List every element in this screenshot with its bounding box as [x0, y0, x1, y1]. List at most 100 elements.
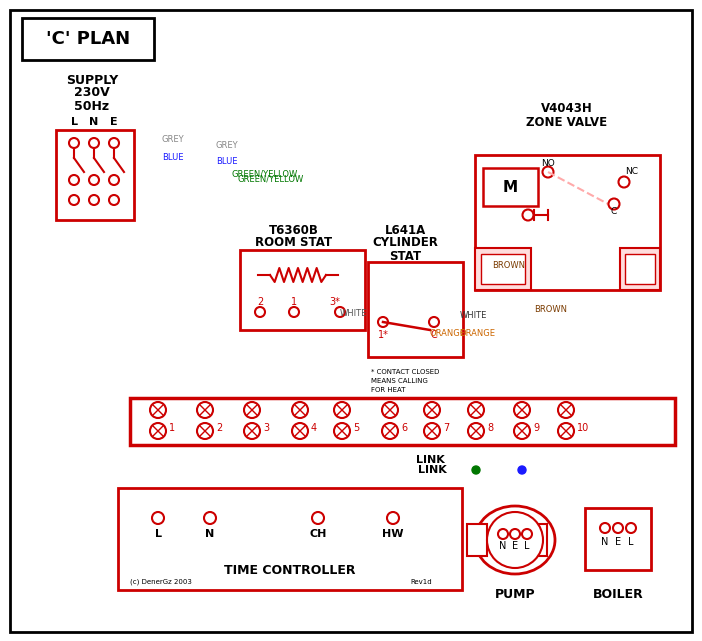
Ellipse shape [475, 506, 555, 574]
Text: LINK: LINK [418, 465, 446, 475]
Circle shape [89, 195, 99, 205]
Text: PUMP: PUMP [495, 588, 536, 601]
Circle shape [109, 195, 119, 205]
Circle shape [613, 523, 623, 533]
Circle shape [69, 195, 79, 205]
Text: N: N [89, 117, 98, 127]
Circle shape [109, 138, 119, 148]
Circle shape [543, 167, 553, 178]
Circle shape [558, 423, 574, 439]
Circle shape [292, 423, 308, 439]
Bar [475, 248, 531, 290]
Text: GREY: GREY [216, 140, 239, 149]
Bar [620, 248, 660, 290]
Circle shape [197, 423, 213, 439]
Text: GREEN/YELLOW: GREEN/YELLOW [232, 169, 298, 178]
Circle shape [334, 423, 350, 439]
Text: Rev1d: Rev1d [410, 579, 432, 585]
Circle shape [424, 402, 440, 418]
Text: V4043H: V4043H [541, 101, 593, 115]
Circle shape [335, 307, 345, 317]
Text: 2: 2 [216, 423, 223, 433]
Circle shape [69, 138, 79, 148]
Circle shape [150, 423, 166, 439]
Text: BLUE: BLUE [162, 153, 183, 162]
Text: 1*: 1* [378, 330, 388, 340]
Text: N: N [499, 541, 507, 551]
Text: L641A: L641A [385, 224, 425, 237]
Text: 4: 4 [311, 423, 317, 433]
Bar [625, 254, 655, 284]
Circle shape [334, 402, 350, 418]
Circle shape [244, 423, 260, 439]
Circle shape [382, 423, 398, 439]
Text: FOR HEAT: FOR HEAT [371, 387, 406, 393]
Text: ROOM STAT: ROOM STAT [256, 237, 333, 249]
Text: WHITE: WHITE [340, 308, 367, 317]
Text: 8: 8 [487, 423, 493, 433]
Circle shape [255, 307, 265, 317]
Text: L: L [154, 529, 161, 539]
Bar [22, 18, 154, 60]
Text: LINK: LINK [416, 455, 444, 465]
Circle shape [150, 402, 166, 418]
Text: M: M [503, 179, 517, 194]
Circle shape [69, 175, 79, 185]
Circle shape [109, 175, 119, 185]
Text: ORANGE: ORANGE [460, 328, 496, 338]
Text: C: C [430, 330, 437, 340]
Circle shape [468, 423, 484, 439]
Text: 7: 7 [443, 423, 449, 433]
Circle shape [378, 317, 388, 327]
Text: BOILER: BOILER [592, 588, 643, 601]
Circle shape [429, 317, 439, 327]
Text: 5: 5 [353, 423, 359, 433]
Bar [467, 524, 487, 556]
Text: L: L [524, 541, 530, 551]
Bar [56, 130, 134, 220]
Circle shape [289, 307, 299, 317]
Text: N: N [602, 537, 609, 547]
Circle shape [312, 512, 324, 524]
Bar [118, 488, 462, 590]
Circle shape [89, 138, 99, 148]
Circle shape [558, 402, 574, 418]
Text: 10: 10 [577, 423, 589, 433]
Text: NO: NO [541, 158, 555, 167]
Text: STAT: STAT [389, 249, 421, 263]
Circle shape [204, 512, 216, 524]
Text: * CONTACT CLOSED: * CONTACT CLOSED [371, 369, 439, 375]
Text: WHITE: WHITE [460, 310, 487, 319]
Circle shape [609, 199, 619, 210]
Circle shape [522, 210, 534, 221]
Text: 230V: 230V [74, 87, 110, 99]
Text: NC: NC [625, 167, 639, 176]
Circle shape [424, 423, 440, 439]
Text: L: L [628, 537, 634, 547]
Circle shape [244, 402, 260, 418]
Text: TIME CONTROLLER: TIME CONTROLLER [224, 563, 356, 576]
Circle shape [514, 402, 530, 418]
Text: L: L [70, 117, 77, 127]
Text: N: N [206, 529, 215, 539]
Circle shape [618, 176, 630, 188]
Text: 9: 9 [533, 423, 539, 433]
Circle shape [197, 402, 213, 418]
Circle shape [487, 512, 543, 568]
Text: ORANGE: ORANGE [430, 328, 466, 338]
Text: CYLINDER: CYLINDER [372, 237, 438, 249]
Text: 1: 1 [169, 423, 175, 433]
Text: ZONE VALVE: ZONE VALVE [526, 115, 607, 128]
Circle shape [510, 529, 520, 539]
Circle shape [472, 466, 480, 474]
Circle shape [387, 512, 399, 524]
Text: 6: 6 [401, 423, 407, 433]
Text: GREY: GREY [162, 135, 185, 144]
Circle shape [514, 423, 530, 439]
Text: BROWN: BROWN [534, 306, 567, 315]
Bar [481, 254, 525, 284]
Text: GREEN/YELLOW: GREEN/YELLOW [238, 174, 304, 183]
Text: MEANS CALLING: MEANS CALLING [371, 378, 428, 384]
Text: 2: 2 [257, 297, 263, 307]
Circle shape [522, 529, 532, 539]
